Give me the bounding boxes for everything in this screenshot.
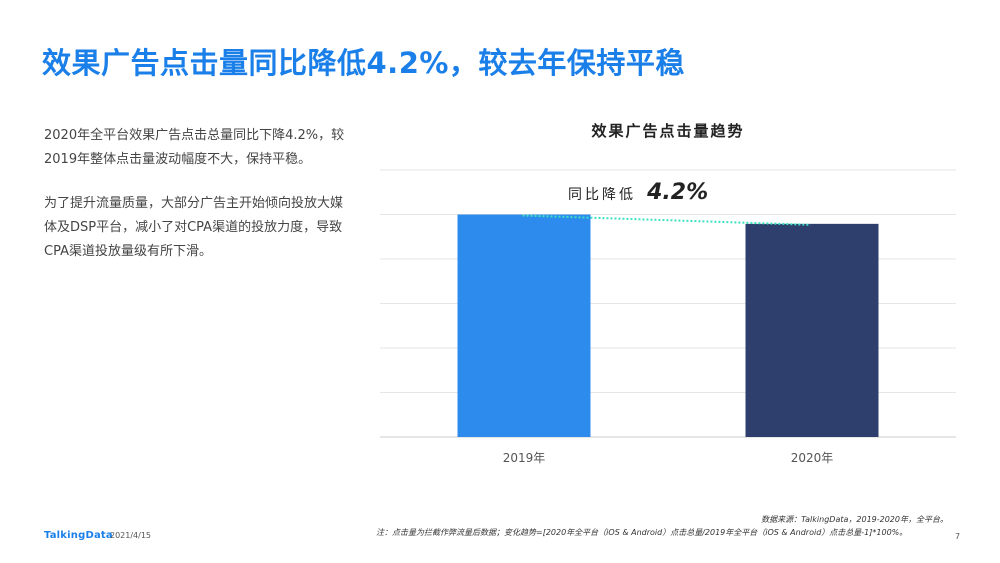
page-number: 7 xyxy=(955,532,961,541)
summary-paragraph: 2020年全平台效果广告点击总量同比下降4.2%，较2019年整体点击量波动幅度… xyxy=(44,128,345,167)
bar-2019年 xyxy=(457,214,591,437)
footnote: 注：点击量为拦截作弊流量后数据；变化趋势=[2020年全平台（iOS & And… xyxy=(376,528,908,537)
page-title: 效果广告点击量同比降低4.2%，较去年保持平稳 xyxy=(42,46,685,80)
x-tick-label: 2020年 xyxy=(791,451,834,465)
yoy-label: 同比降低 xyxy=(568,187,636,203)
yoy-annotation: 同比降低 4.2% xyxy=(568,180,708,205)
trend-line xyxy=(522,214,811,226)
data-source: 数据来源：TalkingData，2019-2020年，全平台。 xyxy=(761,515,948,524)
reason-paragraph: 为了提升流量质量，大部分广告主开始倾向投放大媒体及DSP平台，减小了对CPA渠道… xyxy=(44,196,344,259)
footer-date: 2021/4/15 xyxy=(110,531,152,540)
bar-2020年 xyxy=(745,223,879,437)
chart-title: 效果广告点击量趋势 xyxy=(591,122,745,140)
talkingdata-logo: TalkingData xyxy=(44,530,113,541)
yoy-value: 4.2% xyxy=(647,180,709,205)
x-tick-label: 2019年 xyxy=(503,451,546,465)
bar-chart: 2019年 2020年 xyxy=(380,169,956,465)
